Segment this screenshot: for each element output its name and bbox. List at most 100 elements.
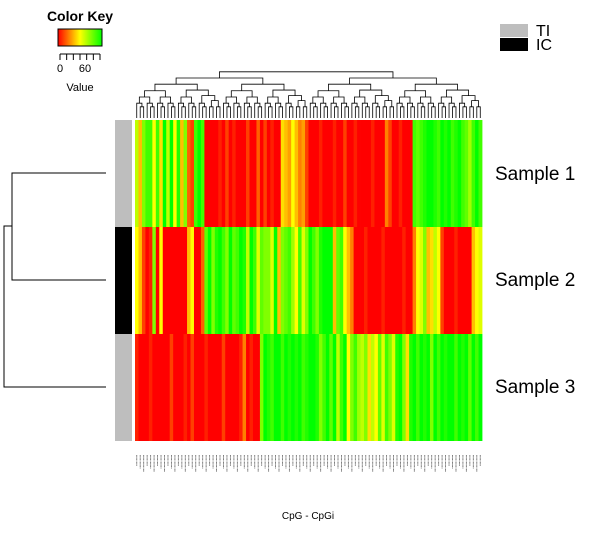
heatmap-cell <box>478 120 483 227</box>
column-dendrogram-branch <box>236 106 242 118</box>
heatmap-cell <box>277 334 282 441</box>
color-key-title: Color Key <box>47 8 113 24</box>
column-dendrogram-branch <box>167 102 174 118</box>
heatmap-cell <box>207 227 212 334</box>
column-dendrogram-branch <box>410 106 415 118</box>
legend-swatch-ic <box>500 38 528 51</box>
heatmap-cell <box>190 334 195 441</box>
heatmap-cell <box>141 334 146 441</box>
heatmap-cell <box>287 120 292 227</box>
column-dendrogram-branch <box>146 102 153 118</box>
heatmap-cell <box>190 227 195 334</box>
heatmap-cell <box>263 120 268 227</box>
heatmap-cell <box>429 334 434 441</box>
heatmap-cell <box>145 227 150 334</box>
column-dendrogram-branch <box>404 90 427 97</box>
row-dendrogram-branch <box>3 225 106 388</box>
heatmap-cell <box>346 227 351 334</box>
heatmap-cell <box>200 120 205 227</box>
heatmap-cell <box>187 334 191 441</box>
heatmap-cell <box>239 227 243 334</box>
heatmap-cell <box>475 334 479 441</box>
column-dendrogram-branch <box>226 106 231 118</box>
heatmap-cell <box>280 120 285 227</box>
heatmap-cell <box>478 227 483 334</box>
legend-label-ic: IC <box>536 37 552 54</box>
row-label: Sample 3 <box>495 377 575 398</box>
column-dendrogram-branch <box>333 96 345 104</box>
heatmap-cell <box>308 227 313 334</box>
heatmap-cell <box>193 227 198 334</box>
column-dendrogram-branch <box>461 95 476 104</box>
heatmap-cell <box>166 227 171 334</box>
heatmap-cell <box>357 120 361 227</box>
heatmap-cell <box>176 227 181 334</box>
heatmap-cell <box>239 120 243 227</box>
column-dendrogram-branch <box>384 100 393 107</box>
column-dendrogram-branch <box>267 96 279 104</box>
heatmap-cell <box>294 227 299 334</box>
heatmap-cell <box>232 227 237 334</box>
heatmap-cell <box>405 120 410 227</box>
heatmap-cell <box>246 120 250 227</box>
column-labels <box>136 455 481 472</box>
heatmap-cell <box>315 120 320 227</box>
heatmap-cell <box>443 227 448 334</box>
heatmap-cell <box>180 120 184 227</box>
heatmap-cell <box>246 227 250 334</box>
heatmap-cell <box>367 120 372 227</box>
heatmap-cell <box>180 334 184 441</box>
row-label: Sample 1 <box>495 164 575 185</box>
heatmap-cell <box>346 334 351 441</box>
heatmap-cell <box>200 334 205 441</box>
heatmap-cell <box>357 334 361 441</box>
heatmap-cell <box>447 227 452 334</box>
heatmap-cell <box>395 227 400 334</box>
heatmap-cell <box>311 334 316 441</box>
heatmap-cell <box>311 227 316 334</box>
column-dendrogram-branch <box>438 102 445 118</box>
heatmap-cell <box>308 120 313 227</box>
column-dendrogram-branch <box>278 106 283 118</box>
heatmap-cell <box>450 334 455 441</box>
heatmap-cell <box>235 334 240 441</box>
heatmap-cell <box>318 120 323 227</box>
heatmap-cell <box>346 120 351 227</box>
column-dendrogram-branch <box>191 106 197 118</box>
column-dendrogram-branch <box>138 96 151 104</box>
heatmap-cell <box>159 227 164 334</box>
heatmap-cell <box>218 334 223 441</box>
column-dendrogram-branch <box>257 106 263 118</box>
heatmap-cell <box>325 227 330 334</box>
heatmap-cell <box>298 227 302 334</box>
column-dendrogram-branch <box>341 102 348 118</box>
row-side-colors <box>115 120 132 441</box>
column-dendrogram-branch <box>459 102 466 118</box>
heatmap-cell <box>332 120 337 227</box>
column-dendrogram-branch <box>320 102 327 118</box>
column-dendrogram-branch <box>185 89 209 97</box>
heatmap-cell <box>204 334 209 441</box>
heatmap-cell <box>322 227 327 334</box>
color-key-axis <box>59 53 101 60</box>
heatmap-cell <box>398 334 403 441</box>
heatmap-cell <box>388 120 393 227</box>
heatmap-cell <box>152 334 157 441</box>
heatmap-cell <box>381 334 386 441</box>
heatmap-cell <box>291 227 296 334</box>
heatmap-cell <box>416 227 420 334</box>
column-dendrogram-branch <box>159 96 171 104</box>
heatmap-cell <box>405 334 410 441</box>
heatmap-cell <box>353 120 358 227</box>
heatmap-cell <box>464 120 469 227</box>
column-dendrogram-branch <box>469 106 474 118</box>
heatmap-cell <box>249 334 254 441</box>
heatmap-cell <box>447 334 452 441</box>
heatmap-cell <box>193 120 198 227</box>
heatmap-cell <box>273 120 278 227</box>
heatmap-cell <box>457 334 462 441</box>
heatmap-cell <box>426 227 431 334</box>
heatmap-cell <box>308 334 313 441</box>
heatmap-cell <box>259 334 264 441</box>
heatmap-cell <box>173 227 178 334</box>
